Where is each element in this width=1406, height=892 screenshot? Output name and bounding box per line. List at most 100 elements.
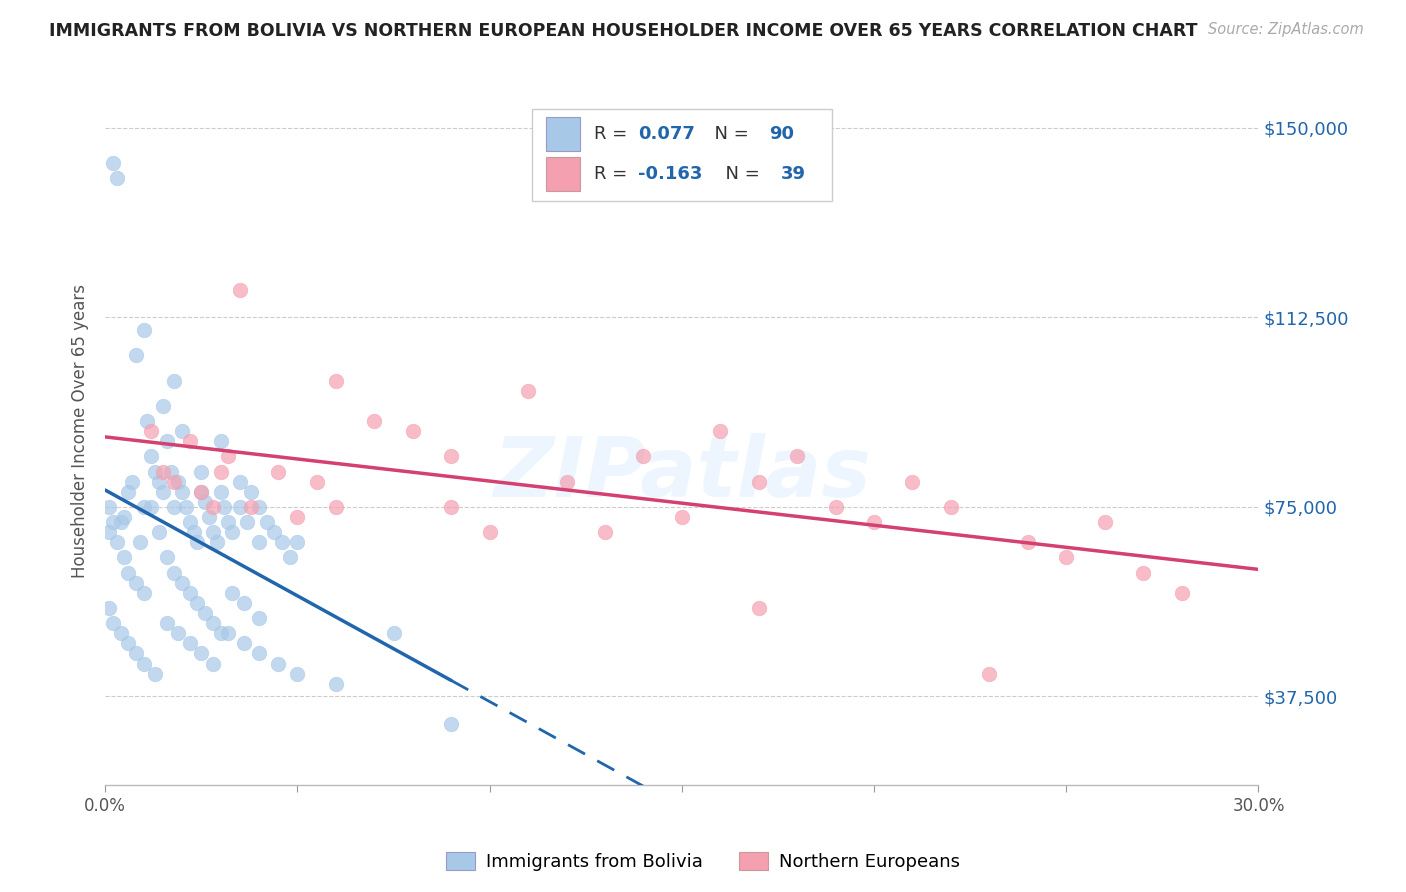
Point [287, 510, 309, 524]
Point [209, 434, 232, 449]
Text: 39: 39 [780, 165, 806, 184]
Point [440, 450, 463, 464]
Point [478, 525, 501, 540]
Point [179, 586, 201, 600]
Point [125, 647, 148, 661]
Point [136, 414, 159, 428]
Point [152, 399, 174, 413]
Point [143, 465, 166, 479]
Point [117, 636, 139, 650]
Point [1094, 515, 1116, 529]
Point [325, 500, 347, 514]
Point [152, 484, 174, 499]
Point [121, 475, 143, 489]
Point [110, 515, 132, 529]
Point [190, 484, 212, 499]
Point [325, 676, 347, 690]
Point [172, 484, 194, 499]
Point [194, 606, 217, 620]
Point [1054, 550, 1077, 565]
Point [267, 465, 290, 479]
Point [217, 515, 239, 529]
Point [114, 550, 136, 565]
Point [325, 374, 347, 388]
Point [141, 424, 163, 438]
Point [229, 283, 252, 297]
Point [287, 666, 309, 681]
Point [402, 424, 425, 438]
Point [1170, 586, 1192, 600]
Point [174, 500, 197, 514]
Point [190, 465, 212, 479]
Point [709, 424, 731, 438]
Point [132, 500, 155, 514]
Point [148, 475, 170, 489]
Point [247, 535, 270, 549]
Point [555, 475, 578, 489]
Point [271, 535, 294, 549]
Point [156, 616, 179, 631]
Point [183, 525, 205, 540]
Point [979, 666, 1001, 681]
Point [132, 323, 155, 337]
Point [1132, 566, 1154, 580]
Point [221, 586, 243, 600]
Point [148, 525, 170, 540]
Point [156, 434, 179, 449]
Point [221, 525, 243, 540]
Point [229, 475, 252, 489]
Point [110, 626, 132, 640]
Point [141, 450, 163, 464]
Point [256, 515, 278, 529]
Text: N =: N = [714, 165, 766, 184]
Point [278, 550, 301, 565]
Point [172, 575, 194, 590]
Point [240, 484, 263, 499]
Point [748, 601, 770, 615]
Point [117, 484, 139, 499]
Point [117, 566, 139, 580]
Point [125, 575, 148, 590]
Point [198, 510, 221, 524]
FancyBboxPatch shape [531, 109, 832, 202]
Point [671, 510, 693, 524]
Point [1017, 535, 1039, 549]
Point [201, 616, 224, 631]
Point [179, 515, 201, 529]
Point [186, 596, 208, 610]
Point [939, 500, 962, 514]
Point [593, 525, 616, 540]
Point [163, 500, 186, 514]
Point [101, 515, 124, 529]
Point [901, 475, 924, 489]
Point [190, 484, 212, 499]
Point [217, 450, 239, 464]
Text: N =: N = [703, 125, 754, 143]
Point [363, 414, 385, 428]
Point [229, 500, 252, 514]
Point [172, 424, 194, 438]
Text: ZIPatlas: ZIPatlas [494, 433, 870, 514]
Point [114, 510, 136, 524]
Point [141, 500, 163, 514]
Point [232, 596, 254, 610]
Text: IMMIGRANTS FROM BOLIVIA VS NORTHERN EUROPEAN HOUSEHOLDER INCOME OVER 65 YEARS CO: IMMIGRANTS FROM BOLIVIA VS NORTHERN EURO… [49, 22, 1198, 40]
Legend: Immigrants from Bolivia, Northern Europeans: Immigrants from Bolivia, Northern Europe… [439, 846, 967, 879]
Point [190, 647, 212, 661]
Point [824, 500, 846, 514]
Text: 0.077: 0.077 [638, 125, 695, 143]
Point [517, 384, 540, 398]
Text: 90: 90 [769, 125, 794, 143]
Point [863, 515, 886, 529]
Point [201, 657, 224, 671]
Point [163, 475, 186, 489]
Point [382, 626, 405, 640]
Point [101, 616, 124, 631]
Text: R =: R = [595, 165, 633, 184]
Text: R =: R = [595, 125, 633, 143]
Text: -0.163: -0.163 [638, 165, 703, 184]
Point [786, 450, 808, 464]
Point [98, 500, 121, 514]
Point [209, 626, 232, 640]
Point [247, 500, 270, 514]
